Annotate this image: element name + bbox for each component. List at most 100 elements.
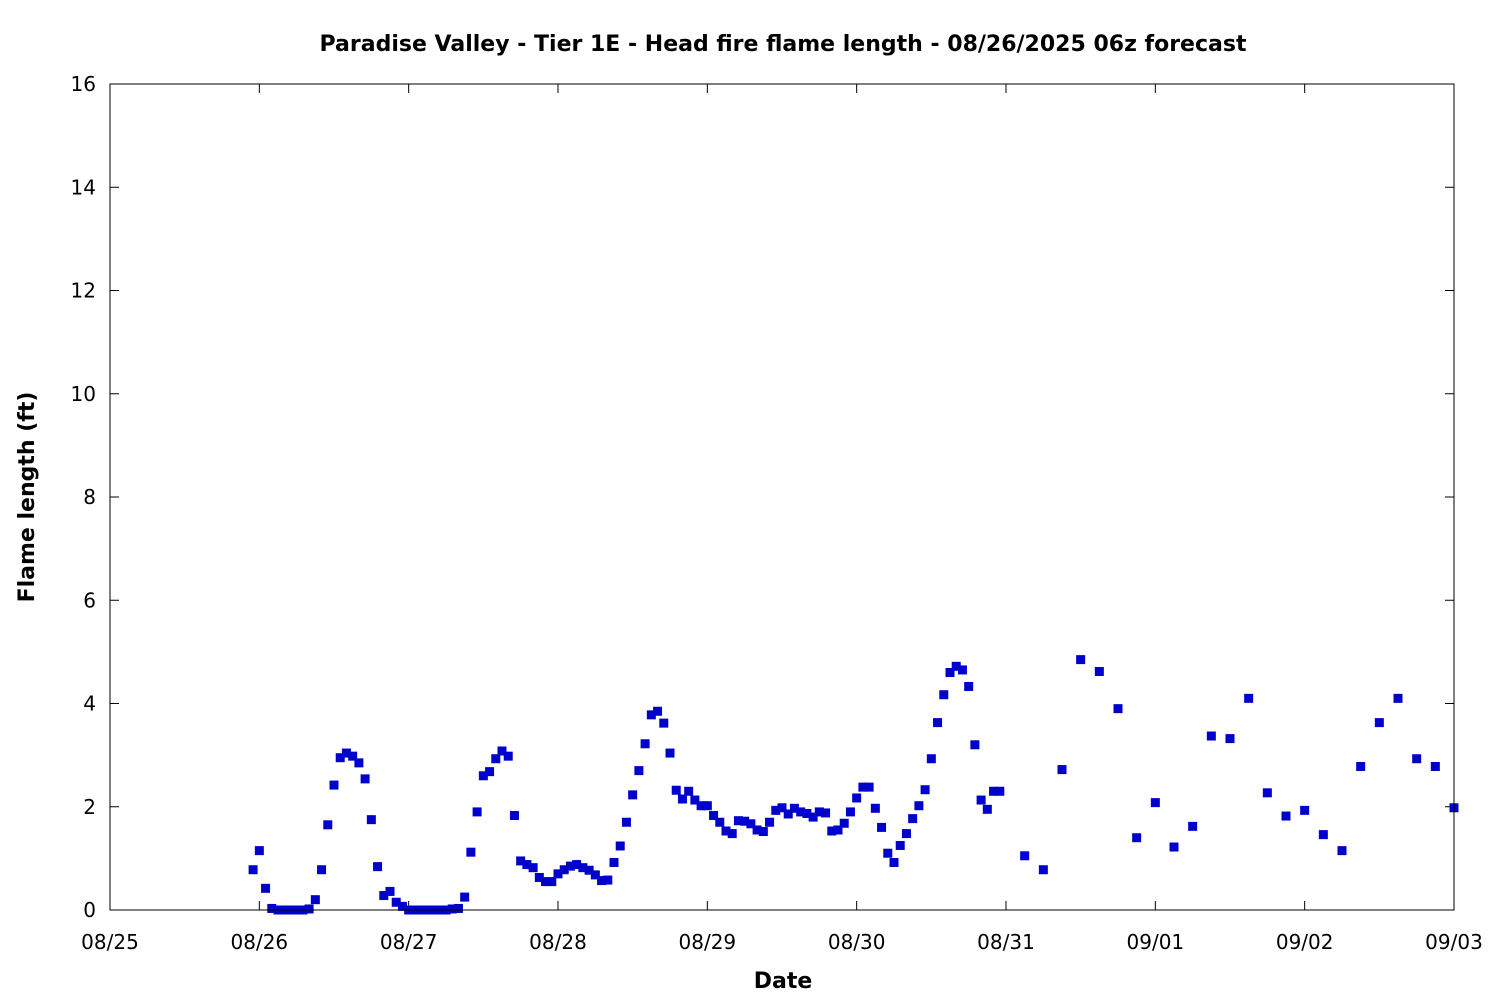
data-point xyxy=(933,718,943,728)
plot-area-border xyxy=(109,83,1455,911)
data-point xyxy=(1262,788,1272,798)
data-point xyxy=(248,865,258,875)
data-point xyxy=(821,808,831,818)
data-point xyxy=(727,829,737,839)
data-point xyxy=(827,826,837,836)
data-point xyxy=(478,771,488,781)
data-point xyxy=(254,846,264,856)
data-point xyxy=(957,665,967,675)
data-point xyxy=(709,811,719,821)
y-tick-label: 0 xyxy=(83,898,96,922)
data-point xyxy=(771,805,781,815)
data-point xyxy=(329,780,339,790)
y-tick-label: 6 xyxy=(83,588,96,612)
data-point xyxy=(945,668,955,678)
data-point xyxy=(1412,754,1422,764)
data-point xyxy=(609,858,619,868)
data-point xyxy=(665,748,675,758)
data-point xyxy=(634,766,644,776)
x-tick-label: 09/02 xyxy=(1276,930,1334,954)
data-point xyxy=(783,809,793,819)
data-point xyxy=(646,710,656,720)
data-point xyxy=(733,816,743,826)
x-axis-label: Date xyxy=(754,969,813,994)
data-point xyxy=(360,774,370,784)
data-point xyxy=(1356,761,1366,771)
data-point xyxy=(889,858,899,868)
x-tick-label: 08/31 xyxy=(977,930,1035,954)
data-point xyxy=(1374,718,1384,728)
data-point xyxy=(852,793,862,803)
x-tick-label: 08/27 xyxy=(380,930,438,954)
data-point xyxy=(354,758,364,768)
data-point xyxy=(640,739,650,749)
data-point xyxy=(497,746,507,756)
data-point xyxy=(684,786,694,796)
data-point xyxy=(366,815,376,825)
data-point xyxy=(1169,842,1179,852)
data-point xyxy=(653,706,663,716)
data-point xyxy=(1281,811,1291,821)
data-point xyxy=(864,782,874,792)
data-point xyxy=(970,740,980,750)
data-point xyxy=(989,786,999,796)
data-point xyxy=(1318,830,1328,840)
data-point xyxy=(715,817,725,827)
x-tick-label: 08/28 xyxy=(529,930,587,954)
data-point xyxy=(522,860,532,870)
y-tick-label: 4 xyxy=(83,692,96,716)
data-point xyxy=(317,865,327,875)
data-point xyxy=(777,803,787,813)
data-point xyxy=(765,817,775,827)
data-point xyxy=(883,848,893,858)
x-tick-label: 08/30 xyxy=(828,930,886,954)
data-point xyxy=(1132,833,1142,843)
data-point xyxy=(267,903,277,913)
data-point xyxy=(466,847,476,857)
data-point xyxy=(1430,761,1440,771)
data-point xyxy=(341,748,351,758)
data-point xyxy=(696,801,706,811)
data-point xyxy=(1094,666,1104,676)
data-point xyxy=(460,892,470,902)
data-point xyxy=(926,754,936,764)
data-point xyxy=(895,840,905,850)
data-point xyxy=(584,865,594,875)
data-point xyxy=(615,841,625,851)
y-tick-label: 10 xyxy=(71,382,96,406)
data-point xyxy=(1244,693,1254,703)
y-axis-label: Flame length (ft) xyxy=(15,392,40,603)
data-point xyxy=(901,829,911,839)
data-point xyxy=(590,870,600,880)
data-point xyxy=(702,801,712,811)
data-point xyxy=(1206,731,1216,741)
data-point xyxy=(559,865,569,875)
data-point xyxy=(541,877,551,887)
data-point xyxy=(1057,765,1067,775)
x-tick-label: 08/26 xyxy=(231,930,289,954)
data-point xyxy=(572,860,582,870)
data-point xyxy=(951,661,961,671)
data-point xyxy=(503,751,513,761)
data-point xyxy=(789,803,799,813)
data-point xyxy=(964,681,974,691)
data-point xyxy=(671,785,681,795)
data-point xyxy=(621,817,631,827)
data-point xyxy=(908,814,918,824)
y-tick-label: 2 xyxy=(83,795,96,819)
data-point xyxy=(516,856,526,866)
data-point xyxy=(453,903,463,913)
data-point xyxy=(304,904,314,914)
y-tick-label: 12 xyxy=(71,279,96,303)
data-point xyxy=(534,872,544,882)
data-point xyxy=(877,822,887,832)
data-point xyxy=(796,807,806,817)
data-point xyxy=(1225,734,1235,744)
data-point xyxy=(528,863,538,873)
data-point xyxy=(808,812,818,822)
data-point xyxy=(603,875,613,885)
data-point xyxy=(373,862,383,872)
data-point xyxy=(323,820,333,830)
data-point xyxy=(1150,798,1160,808)
